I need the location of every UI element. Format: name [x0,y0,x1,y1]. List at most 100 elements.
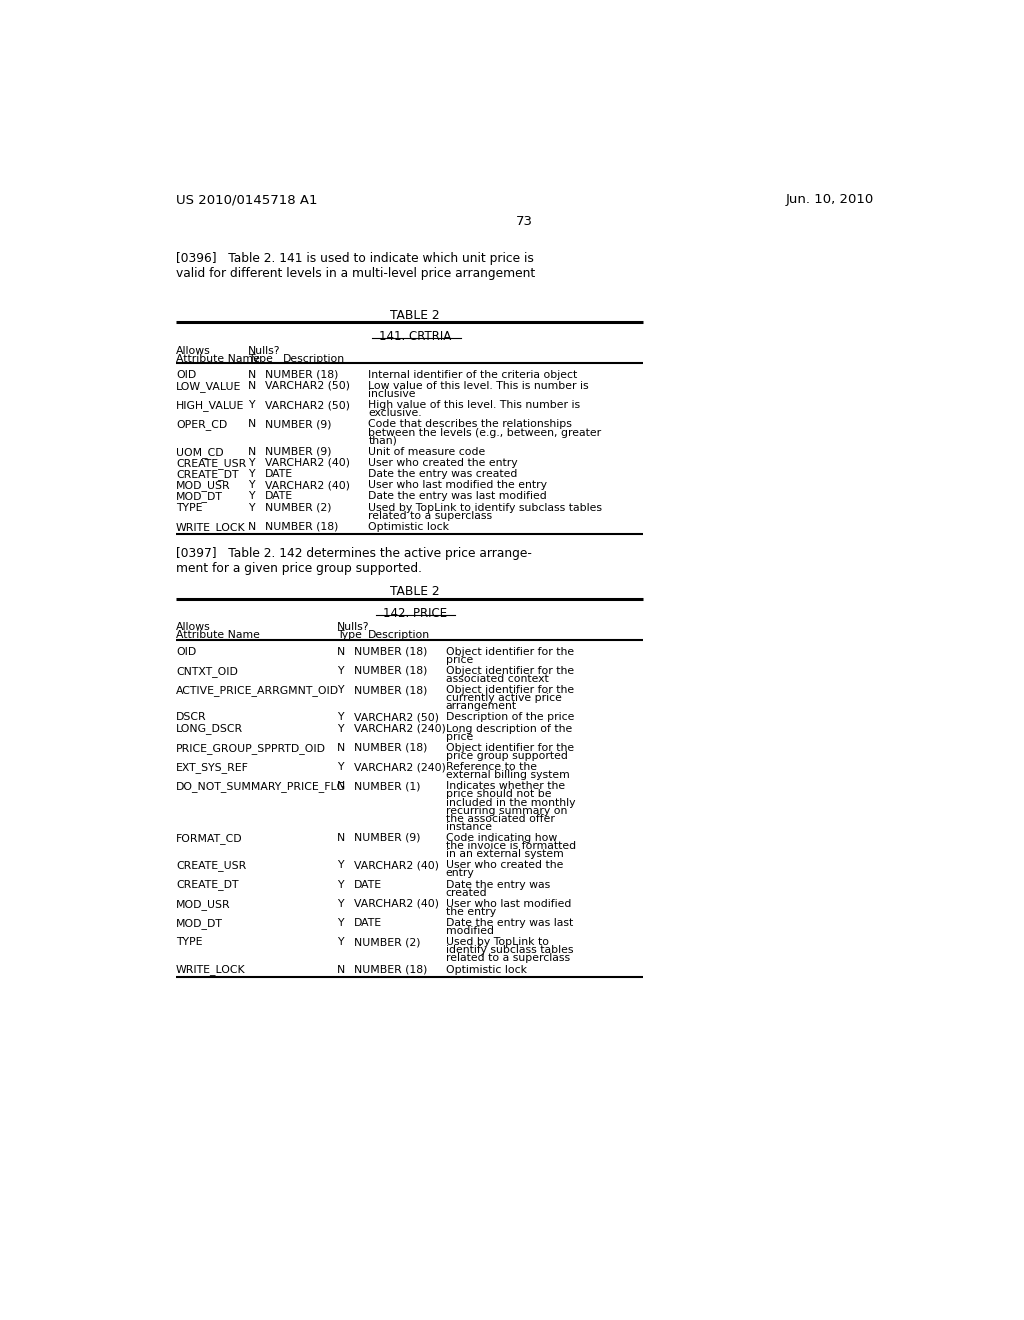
Text: between the levels (e.g., between, greater: between the levels (e.g., between, great… [369,428,601,437]
Text: N: N [337,743,345,752]
Text: DATE: DATE [265,469,293,479]
Text: the invoice is formatted: the invoice is formatted [445,841,575,851]
Text: instance: instance [445,822,492,832]
Text: VARCHAR2 (50): VARCHAR2 (50) [265,400,350,411]
Text: VARCHAR2 (40): VARCHAR2 (40) [354,899,439,908]
Text: identify subclass tables: identify subclass tables [445,945,573,956]
Text: exclusive.: exclusive. [369,408,422,418]
Text: price should not be: price should not be [445,789,551,800]
Text: Allows: Allows [176,346,211,355]
Text: OID: OID [176,370,197,380]
Text: Y: Y [248,469,255,479]
Text: N: N [337,781,345,791]
Text: TABLE 2: TABLE 2 [390,309,439,322]
Text: included in the monthly: included in the monthly [445,797,575,808]
Text: created: created [445,887,487,898]
Text: the entry: the entry [445,907,496,917]
Text: [0397]   Table 2. 142 determines the active price arrange-
ment for a given pric: [0397] Table 2. 142 determines the activ… [176,546,531,576]
Text: Attribute Name: Attribute Name [176,631,260,640]
Text: VARCHAR2 (240): VARCHAR2 (240) [354,762,446,772]
Text: TYPE: TYPE [176,503,203,512]
Text: price: price [445,731,473,742]
Text: Nulls?: Nulls? [248,346,281,355]
Text: OID: OID [176,647,197,656]
Text: entry: entry [445,869,474,878]
Text: NUMBER (9): NUMBER (9) [265,420,332,429]
Text: Y: Y [248,503,255,512]
Text: VARCHAR2 (50): VARCHAR2 (50) [354,713,439,722]
Text: Allows: Allows [176,622,211,632]
Text: Y: Y [337,713,344,722]
Text: User who created the: User who created the [445,861,563,870]
Text: Date the entry was last: Date the entry was last [445,917,573,928]
Text: Low value of this level. This is number is: Low value of this level. This is number … [369,381,589,391]
Text: related to a superclass: related to a superclass [369,511,493,520]
Text: Date the entry was created: Date the entry was created [369,469,517,479]
Text: N: N [248,446,256,457]
Text: Y: Y [248,400,255,411]
Text: N: N [337,647,345,656]
Text: NUMBER (18): NUMBER (18) [265,521,339,532]
Text: ACTIVE_PRICE_ARRGMNT_OID: ACTIVE_PRICE_ARRGMNT_OID [176,685,339,696]
Text: associated context: associated context [445,675,549,684]
Text: DATE: DATE [265,491,293,502]
Text: arrangement: arrangement [445,701,517,711]
Text: NUMBER (18): NUMBER (18) [265,370,339,380]
Text: N: N [337,965,345,974]
Text: Y: Y [337,899,344,908]
Text: NUMBER (18): NUMBER (18) [354,647,428,656]
Text: N: N [248,370,256,380]
Text: Object identifier for the: Object identifier for the [445,743,573,752]
Text: TABLE 2: TABLE 2 [390,585,439,598]
Text: Optimistic lock: Optimistic lock [369,521,450,532]
Text: Date the entry was: Date the entry was [445,879,550,890]
Text: VARCHAR2 (40): VARCHAR2 (40) [265,480,350,490]
Text: inclusive: inclusive [369,389,416,399]
Text: User who last modified: User who last modified [445,899,571,908]
Text: VARCHAR2 (40): VARCHAR2 (40) [354,861,439,870]
Text: modified: modified [445,927,494,936]
Text: NUMBER (1): NUMBER (1) [354,781,421,791]
Text: NUMBER (18): NUMBER (18) [354,965,428,974]
Text: N: N [337,833,345,843]
Text: Code indicating how: Code indicating how [445,833,557,843]
Text: Type: Type [248,354,273,363]
Text: US 2010/0145718 A1: US 2010/0145718 A1 [176,193,317,206]
Text: Nulls?: Nulls? [337,622,370,632]
Text: Type: Type [337,631,362,640]
Text: NUMBER (9): NUMBER (9) [354,833,421,843]
Text: NUMBER (9): NUMBER (9) [265,446,332,457]
Text: NUMBER (2): NUMBER (2) [265,503,332,512]
Text: Code that describes the relationships: Code that describes the relationships [369,420,572,429]
Text: LONG_DSCR: LONG_DSCR [176,723,243,734]
Text: DATE: DATE [354,917,382,928]
Text: than): than) [369,436,397,446]
Text: Y: Y [248,458,255,467]
Text: Internal identifier of the criteria object: Internal identifier of the criteria obje… [369,370,578,380]
Text: Jun. 10, 2010: Jun. 10, 2010 [785,193,873,206]
Text: OPER_CD: OPER_CD [176,420,227,430]
Text: LOW_VALUE: LOW_VALUE [176,381,242,392]
Text: EXT_SYS_REF: EXT_SYS_REF [176,762,249,774]
Text: CREATE_USR: CREATE_USR [176,861,247,871]
Text: recurring summary on: recurring summary on [445,805,567,816]
Text: DATE: DATE [354,879,382,890]
Text: Y: Y [248,480,255,490]
Text: VARCHAR2 (40): VARCHAR2 (40) [265,458,350,467]
Text: High value of this level. This number is: High value of this level. This number is [369,400,581,411]
Text: Date the entry was last modified: Date the entry was last modified [369,491,547,502]
Text: UOM_CD: UOM_CD [176,446,223,458]
Text: TYPE: TYPE [176,937,203,948]
Text: NUMBER (18): NUMBER (18) [354,685,428,696]
Text: Object identifier for the: Object identifier for the [445,665,573,676]
Text: MOD_USR: MOD_USR [176,480,230,491]
Text: MOD_USR: MOD_USR [176,899,230,909]
Text: price: price [445,655,473,665]
Text: Used by TopLink to identify subclass tables: Used by TopLink to identify subclass tab… [369,503,602,512]
Text: NUMBER (2): NUMBER (2) [354,937,421,948]
Text: DSCR: DSCR [176,713,207,722]
Text: Reference to the: Reference to the [445,762,537,772]
Text: currently active price: currently active price [445,693,561,704]
Text: N: N [248,381,256,391]
Text: CREATE_USR: CREATE_USR [176,458,247,469]
